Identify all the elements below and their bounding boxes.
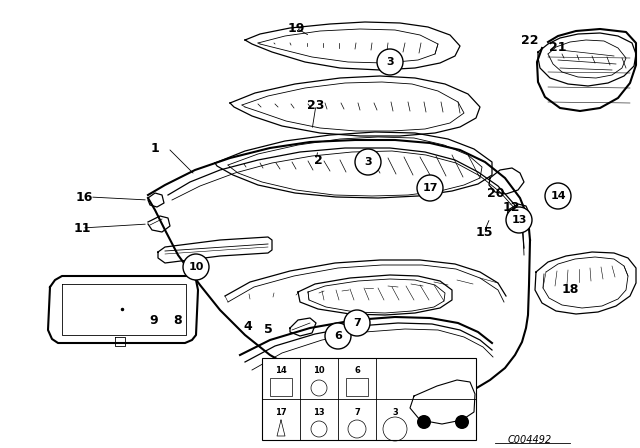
Text: 21: 21 — [549, 40, 567, 53]
Text: 14: 14 — [275, 366, 287, 375]
Circle shape — [325, 323, 351, 349]
Circle shape — [355, 149, 381, 175]
Bar — [270, 378, 292, 396]
Text: 5: 5 — [264, 323, 273, 336]
Text: 3: 3 — [364, 157, 372, 167]
Text: 19: 19 — [287, 22, 305, 34]
Text: 10: 10 — [188, 262, 204, 272]
Text: 3: 3 — [386, 57, 394, 67]
Circle shape — [183, 254, 209, 280]
Text: 9: 9 — [150, 314, 158, 327]
Circle shape — [455, 415, 469, 429]
Text: 3: 3 — [392, 408, 398, 417]
Text: 13: 13 — [511, 215, 527, 225]
Text: 23: 23 — [307, 99, 324, 112]
Text: 8: 8 — [173, 314, 182, 327]
Text: 2: 2 — [314, 154, 323, 167]
Circle shape — [377, 49, 403, 75]
Circle shape — [417, 175, 443, 201]
Circle shape — [344, 310, 370, 336]
Text: 6: 6 — [334, 331, 342, 341]
Text: C004492: C004492 — [508, 435, 552, 445]
Text: 15: 15 — [476, 225, 493, 238]
Text: 22: 22 — [521, 34, 539, 47]
Text: 17: 17 — [422, 183, 438, 193]
Text: 6: 6 — [354, 366, 360, 375]
Text: 1: 1 — [150, 142, 159, 155]
Circle shape — [417, 415, 431, 429]
Text: 20: 20 — [487, 186, 505, 199]
Text: 12: 12 — [502, 201, 520, 214]
Text: 13: 13 — [313, 408, 325, 417]
Text: 10: 10 — [313, 366, 325, 375]
Text: 7: 7 — [354, 408, 360, 417]
Text: 16: 16 — [76, 190, 93, 203]
Circle shape — [545, 183, 571, 209]
Bar — [346, 378, 368, 396]
Text: 17: 17 — [275, 408, 287, 417]
Bar — [262, 358, 476, 440]
Text: 18: 18 — [561, 283, 579, 296]
Text: 11: 11 — [73, 221, 91, 234]
Circle shape — [506, 207, 532, 233]
Text: 7: 7 — [353, 318, 361, 328]
Text: 14: 14 — [550, 191, 566, 201]
Text: 4: 4 — [244, 319, 252, 332]
